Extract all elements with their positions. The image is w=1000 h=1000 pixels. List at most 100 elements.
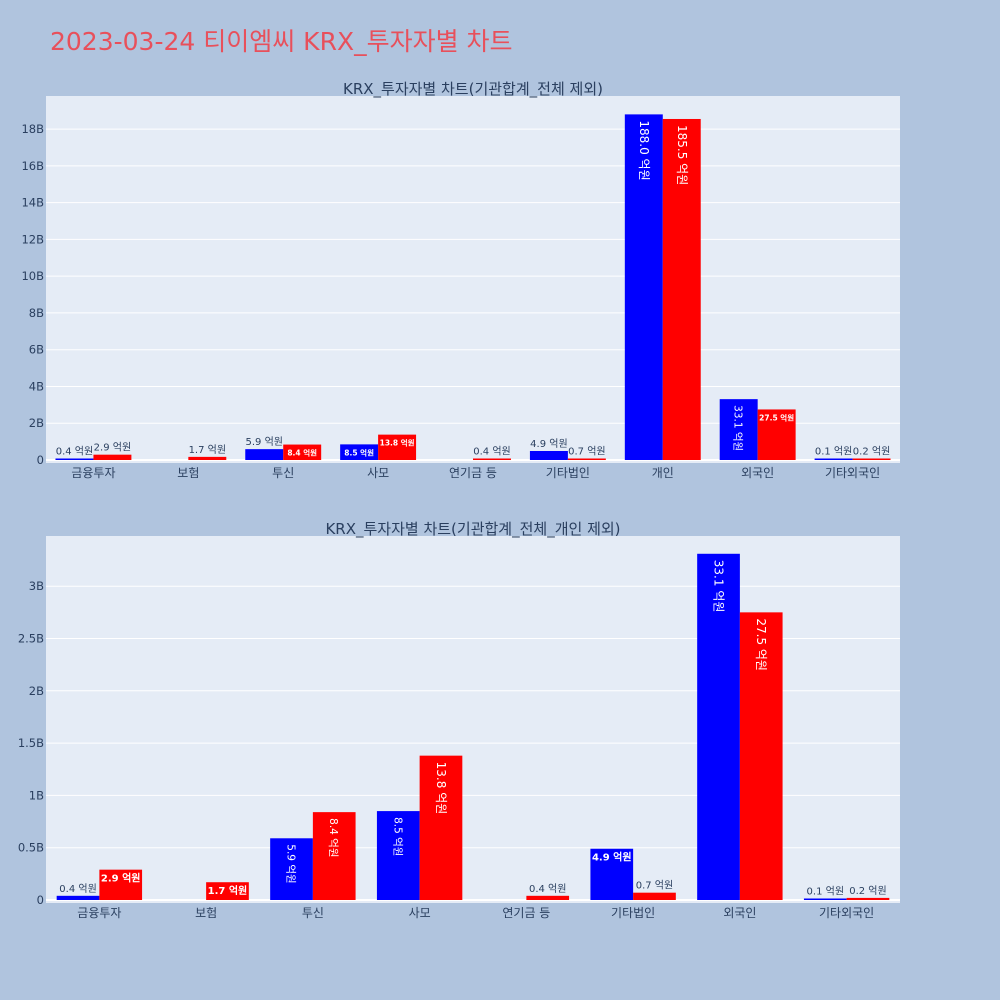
y-tick-label: 4B — [29, 379, 44, 393]
x-tick-label: 개인 — [652, 466, 674, 480]
x-tick-label: 연기금 등 — [502, 906, 550, 920]
x-tick-label: 기타법인 — [546, 466, 590, 480]
bar-buy — [697, 553, 740, 900]
x-tick-label: 외국인 — [723, 906, 756, 920]
y-tick-label: 8B — [29, 306, 44, 320]
bar-sell — [739, 612, 783, 900]
chart-top-title: KRX_투자자별 차트(기관합계_전체 제외) — [343, 80, 603, 99]
y-tick-label: 0.5B — [18, 841, 44, 855]
x-tick-label: 연기금 등 — [449, 466, 497, 480]
data-label: 8.5 억원 — [391, 817, 403, 856]
bar-buy — [624, 114, 663, 460]
data-label: 33.1 억원 — [712, 560, 726, 613]
bar-buy — [376, 811, 420, 900]
bar-sell — [662, 118, 701, 460]
x-tick-label: 사모 — [367, 466, 389, 480]
bar-sell — [378, 434, 417, 460]
y-tick-label: 0 — [37, 893, 44, 907]
y-tick-label: 18B — [21, 122, 44, 136]
data-label: 0.1 억원 — [815, 446, 852, 458]
page-title: 2023-03-24 티이엠씨 KRX_투자자별 차트 — [50, 27, 513, 56]
data-label: 1.7 억원 — [189, 444, 226, 456]
bar-sell — [419, 755, 463, 900]
bar-buy — [590, 848, 634, 900]
chart-top: KRX_투자자별 차트(기관합계_전체 제외) 0 2B 4B 6B 8B 10B 12B 1… — [21, 80, 900, 480]
data-label: 2.9 억원 — [101, 872, 141, 885]
data-label: 4.9 억원 — [592, 851, 632, 864]
y-tick-label: 14B — [21, 196, 44, 210]
y-tick-label: 2B — [29, 416, 44, 430]
data-label: 0.7 억원 — [636, 880, 673, 892]
data-label: 0.4 억원 — [59, 883, 96, 895]
bar-sell — [473, 458, 511, 460]
y-tick-label: 0 — [37, 453, 44, 467]
y-tick-label: 6B — [29, 343, 44, 357]
data-label: 0.2 억원 — [853, 446, 890, 458]
y-tick-label: 1B — [29, 788, 44, 802]
data-label: 185.5 억원 — [675, 125, 689, 185]
bar-buy — [529, 450, 568, 460]
bar-buy — [340, 444, 379, 460]
data-label: 0.4 억원 — [529, 883, 566, 895]
bar-buy — [803, 898, 847, 900]
data-label: 8.4 억원 — [327, 818, 339, 857]
bar-sell — [312, 812, 356, 900]
y-tick-label: 10B — [21, 269, 44, 283]
bar-sell — [188, 456, 227, 460]
y-tick-label: 2.5B — [18, 632, 44, 646]
chart-bottom: KRX_투자자별 차트(기관합계_전체_개인 제외) 0 0.5B 1B 1.5B 2B… — [18, 520, 900, 920]
data-label: 4.9 억원 — [530, 438, 567, 450]
data-label: 0.4 억원 — [473, 446, 510, 458]
y-tick-label: 1.5B — [18, 736, 44, 750]
y-tick-label: 2B — [29, 684, 44, 698]
data-label: 1.7 억원 — [208, 884, 248, 897]
data-label: 0.7 억원 — [568, 446, 605, 458]
data-label: 8.5 억원 — [344, 447, 374, 457]
bar-buy — [270, 838, 313, 900]
bar-buy — [719, 399, 758, 460]
bar-buy — [56, 895, 100, 900]
data-label: 13.8 억원 — [434, 762, 448, 815]
y-tick-label: 12B — [21, 232, 44, 246]
x-tick-label: 금융투자 — [77, 906, 121, 920]
x-tick-label: 사모 — [409, 906, 431, 920]
data-label: 2.9 억원 — [94, 442, 131, 454]
bar-buy — [55, 458, 94, 460]
chart-bottom-title: KRX_투자자별 차트(기관합계_전체_개인 제외) — [325, 520, 620, 539]
y-tick-label: 16B — [21, 159, 44, 173]
plot-background — [46, 96, 900, 463]
data-label: 33.1 억원 — [732, 405, 744, 451]
data-label: 0.1 억원 — [807, 886, 844, 898]
data-label: 5.9 억원 — [246, 436, 283, 448]
x-tick-label: 기타외국인 — [825, 466, 880, 480]
x-tick-label: 기타외국인 — [819, 906, 874, 920]
data-label: 188.0 억원 — [637, 120, 651, 180]
data-label: 8.4 억원 — [287, 448, 317, 458]
data-label: 0.2 억원 — [849, 885, 886, 897]
data-label: 27.5 억원 — [759, 412, 794, 422]
data-label: 5.9 억원 — [285, 844, 297, 883]
x-tick-label: 보험 — [177, 466, 199, 480]
data-label: 0.4 억원 — [56, 446, 93, 458]
x-tick-label: 금융투자 — [71, 466, 115, 480]
bar-sell — [757, 409, 796, 460]
bar-sell — [283, 444, 322, 460]
bar-sell — [93, 454, 132, 460]
bar-sell — [99, 869, 143, 900]
x-tick-label: 보험 — [195, 906, 217, 920]
bar-sell — [846, 897, 890, 900]
bar-sell — [852, 458, 891, 460]
bar-sell — [206, 882, 249, 900]
data-label: 27.5 억원 — [754, 618, 768, 671]
bar-sell — [526, 895, 570, 900]
x-tick-label: 기타법인 — [611, 906, 655, 920]
x-tick-label: 투신 — [302, 906, 324, 920]
bar-sell — [633, 892, 676, 900]
bar-buy — [814, 458, 853, 460]
data-label: 13.8 억원 — [380, 438, 415, 448]
x-tick-label: 투신 — [272, 466, 294, 480]
y-tick-label: 3B — [29, 579, 44, 593]
x-tick-label: 외국인 — [741, 466, 774, 480]
bar-sell — [567, 458, 606, 460]
